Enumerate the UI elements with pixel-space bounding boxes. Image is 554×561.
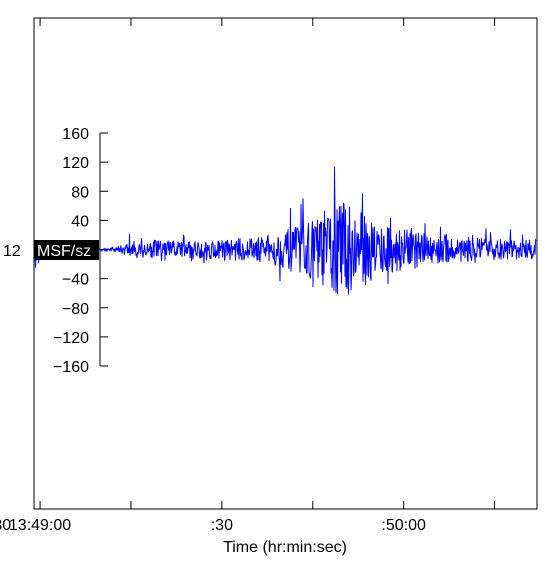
x-tick-label: :50:00 [381,517,426,534]
x-ticks: 13:49:00:30:50:00:30 [0,18,496,534]
x-axis-title: Time (hr:min:sec) [223,539,347,556]
y-ticks: 160 120 80 40 −40 −80 −120 −160 [53,126,108,376]
y-tick-label: −160 [53,359,89,376]
seismic-trace-group [34,166,537,295]
y-tick-label: 160 [62,126,89,143]
station-label: MSF/sz [37,243,91,260]
seismic-trace [34,166,537,295]
x-tick-label: :30 [0,517,11,534]
y-tick-label: 120 [62,155,89,172]
y-tick-label: −40 [62,272,89,289]
y-tick-label: 40 [71,213,89,230]
x-tick-label: :30 [211,517,233,534]
plot-frame [33,17,538,510]
station-label-box [34,240,99,260]
x-tick-label: 13:49:00 [9,517,71,534]
trace-number: 12 [3,243,21,260]
y-tick-label: 80 [71,184,89,201]
y-tick-label: −120 [53,330,89,347]
y-tick-label: −80 [62,301,89,318]
